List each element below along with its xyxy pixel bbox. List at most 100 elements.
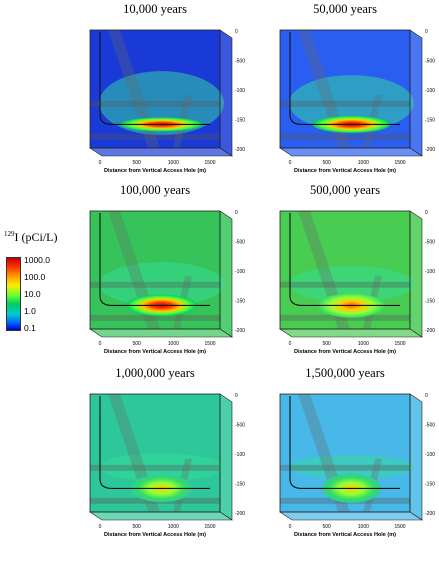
x-tick-label: 500: [132, 524, 141, 530]
y-tick-label: -1000: [425, 269, 435, 275]
y-tick-label: -1500: [425, 118, 435, 124]
layer-band: [90, 100, 220, 107]
y-tick-label: -1000: [425, 88, 435, 94]
model-bottom-face: [279, 511, 423, 521]
box-outline: [279, 393, 411, 513]
panel-title: 100,000 years: [119, 183, 191, 197]
y-tick-label: 0: [235, 210, 238, 216]
x-tick-label: 1500: [204, 524, 215, 530]
borehole-path: [289, 396, 400, 489]
y-tick-label: -500: [425, 59, 435, 65]
plume-halo: [99, 71, 224, 136]
y-tick-label: -1000: [235, 88, 245, 94]
layer-band: [280, 464, 410, 471]
y-tick-label: -1500: [235, 299, 245, 305]
x-tick-label: 1500: [394, 524, 405, 530]
model-bottom-face: [279, 147, 423, 157]
panel-plot: 0-500-1000-1500-2000Depth (m)05001000150…: [279, 393, 435, 538]
box-outline: [279, 210, 411, 330]
x-axis-label: Distance from Vertical Access Hole (m): [294, 349, 396, 355]
layer-band: [90, 133, 220, 140]
y-tick-label: -500: [235, 423, 245, 429]
borehole-path: [99, 213, 210, 306]
x-tick-label: 1500: [394, 160, 405, 166]
plume-halo: [289, 455, 414, 480]
borehole-path: [289, 32, 400, 125]
y-tick-label: 0: [425, 210, 428, 216]
legend-tick: 1.0: [24, 306, 36, 316]
legend-isotope-mass: 129: [4, 230, 15, 238]
x-tick-label: 1500: [394, 341, 405, 347]
legend-colorbar: [6, 257, 21, 331]
y-tick-label: -1000: [425, 452, 435, 458]
x-tick-label: 500: [322, 524, 331, 530]
y-tick-label: -1000: [235, 452, 245, 458]
legend-tick: 100.0: [24, 272, 46, 282]
model-side-face: [219, 393, 233, 521]
model-side-face: [409, 393, 423, 521]
model-side-face: [219, 210, 233, 338]
x-tick-label: 1000: [168, 160, 179, 166]
y-tick-label: 0: [235, 29, 238, 35]
panel-title: 10,000 years: [123, 2, 187, 16]
x-tick-label: 0: [99, 524, 102, 530]
panel-plot: 0-500-1000-1500-2000Depth (m)05001000150…: [89, 393, 245, 538]
x-tick-label: 1000: [168, 524, 179, 530]
panel-title: 500,000 years: [309, 183, 381, 197]
x-axis-label: Distance from Vertical Access Hole (m): [294, 168, 396, 174]
x-axis-label: Distance from Vertical Access Hole (m): [294, 532, 396, 538]
legend-title: 129I (pCi/L): [4, 230, 64, 245]
legend-tick: 10.0: [24, 289, 41, 299]
layer-band: [90, 464, 220, 471]
borehole-path: [99, 396, 210, 489]
panel-plot: 0-500-1000-1500-2000Depth (m)05001000150…: [89, 210, 245, 355]
x-tick-label: 1500: [204, 160, 215, 166]
layer-band: [90, 314, 220, 321]
legend-label: I (pCi/L): [14, 230, 58, 244]
y-tick-label: -500: [235, 240, 245, 246]
x-tick-label: 500: [322, 160, 331, 166]
x-tick-label: 0: [99, 341, 102, 347]
panel-title: 50,000 years: [313, 2, 377, 16]
model-side-face: [409, 29, 423, 157]
x-tick-label: 0: [99, 160, 102, 166]
panel-plot: 0-500-1000-1500-2000Depth (m)05001000150…: [89, 29, 245, 174]
y-tick-label: -500: [425, 423, 435, 429]
y-tick-label: -1500: [235, 482, 245, 488]
x-tick-label: 1000: [358, 524, 369, 530]
y-tick-label: 0: [425, 393, 428, 399]
plume-halo: [289, 75, 414, 132]
x-axis-label: Distance from Vertical Access Hole (m): [104, 168, 206, 174]
x-tick-label: 500: [132, 341, 141, 347]
borehole-path: [289, 213, 400, 306]
x-tick-label: 1000: [358, 341, 369, 347]
y-tick-label: -1000: [235, 269, 245, 275]
x-tick-label: 1000: [358, 160, 369, 166]
legend: 129I (pCi/L) 1000.0 100.0 10.0 1.0 0.1: [4, 230, 64, 333]
box-outline: [279, 29, 411, 149]
box-outline: [89, 210, 221, 330]
plume-halo: [99, 262, 224, 307]
x-tick-label: 0: [289, 341, 292, 347]
model-side-face: [219, 29, 233, 157]
layer-band: [280, 133, 410, 140]
layer-band: [90, 281, 220, 288]
y-tick-label: -500: [235, 59, 245, 65]
x-tick-label: 1500: [204, 341, 215, 347]
x-tick-label: 500: [132, 160, 141, 166]
y-tick-label: -1500: [235, 118, 245, 124]
layer-band: [280, 281, 410, 288]
panel-plot: 0-500-1000-1500-2000Depth (m)05001000150…: [279, 210, 435, 355]
x-axis-label: Distance from Vertical Access Hole (m): [104, 349, 206, 355]
box-outline: [89, 393, 221, 513]
layer-band: [280, 314, 410, 321]
x-tick-label: 1000: [168, 341, 179, 347]
panel-plot: 0-500-1000-1500-2000Depth (m)05001000150…: [279, 29, 435, 174]
y-tick-label: 0: [425, 29, 428, 35]
model-bottom-face: [89, 147, 233, 157]
